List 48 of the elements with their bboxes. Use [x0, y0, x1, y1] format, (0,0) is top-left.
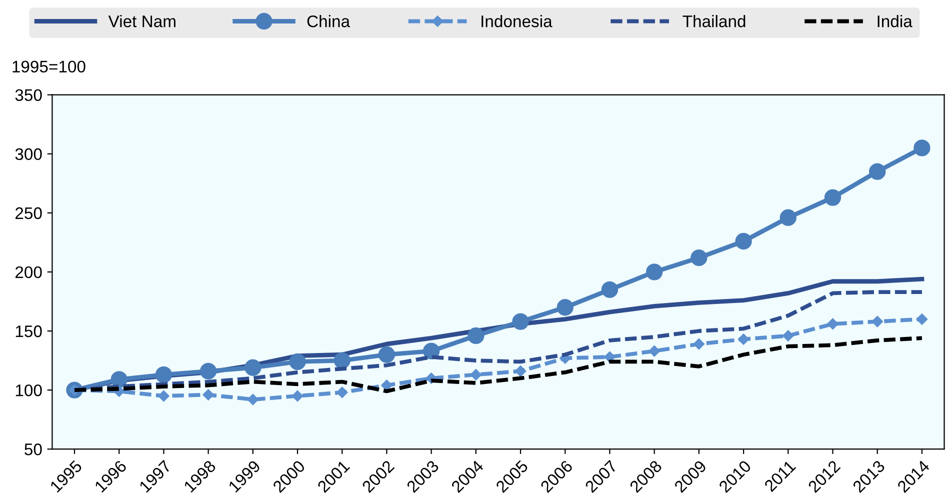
point	[292, 390, 304, 402]
y-tick-label: 50	[24, 444, 42, 456]
y-tick-label: 150	[16, 325, 42, 338]
point	[872, 316, 883, 328]
point	[735, 232, 752, 250]
y-tick-label: 250	[16, 207, 42, 220]
legend-label: Thailand	[682, 15, 746, 28]
point	[158, 390, 170, 402]
point	[869, 163, 886, 180]
y-tick-label: 350	[15, 89, 42, 102]
legend-label: India	[878, 15, 912, 28]
point	[155, 366, 172, 384]
point	[247, 394, 259, 406]
point	[468, 327, 484, 344]
point	[693, 338, 705, 350]
point	[470, 369, 482, 380]
y-tick-label: 100	[16, 384, 42, 396]
point	[824, 189, 842, 206]
point	[601, 281, 618, 298]
point	[512, 313, 529, 330]
y-tick-label: 200	[16, 266, 42, 278]
point	[244, 359, 262, 376]
point	[514, 366, 526, 377]
point	[200, 362, 217, 380]
point	[381, 380, 392, 391]
legend-label: China	[307, 15, 350, 28]
point	[556, 299, 574, 316]
point	[648, 345, 660, 357]
point	[422, 342, 440, 360]
legend-label: Indonesia	[482, 15, 552, 28]
y-axis-title: 1995=100	[12, 60, 86, 73]
point	[916, 314, 928, 325]
point	[782, 330, 794, 342]
point	[378, 346, 396, 363]
point	[604, 351, 616, 363]
point	[738, 334, 750, 345]
point	[202, 389, 214, 400]
point	[780, 209, 796, 226]
point	[827, 318, 838, 330]
point	[289, 353, 306, 370]
point	[646, 264, 663, 280]
point	[110, 371, 128, 388]
point	[690, 249, 708, 266]
point	[914, 140, 930, 156]
point	[336, 386, 348, 398]
point	[334, 352, 350, 369]
legend-label: Viet Nam	[108, 15, 176, 28]
y-tick-label: 300	[15, 148, 42, 160]
